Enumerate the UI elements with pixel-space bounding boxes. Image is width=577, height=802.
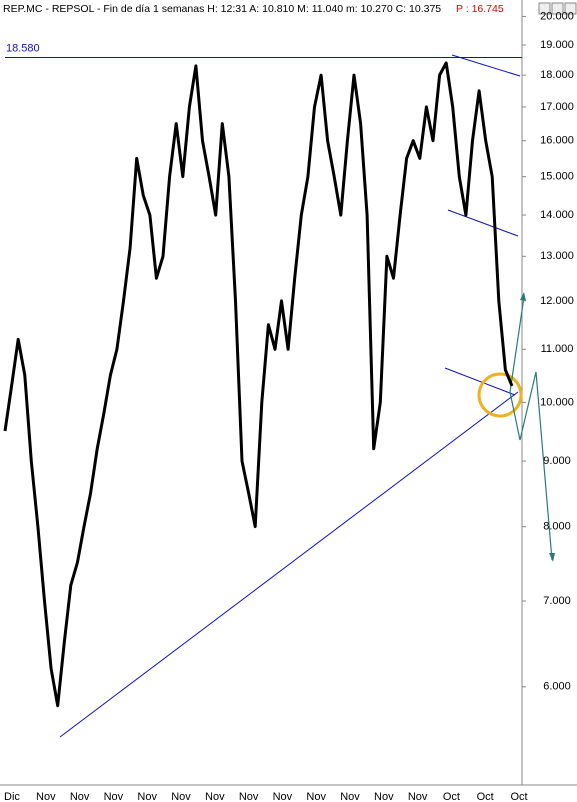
arrow — [509, 296, 525, 393]
y-tick-label: 16.000 — [540, 135, 574, 147]
price-line — [3, 61, 514, 708]
y-tick-label: 15.000 — [540, 171, 574, 183]
x-tick-label: Nov — [137, 791, 157, 802]
x-tick-label: Oct — [477, 791, 494, 802]
x-tick-label: Oct — [443, 791, 460, 802]
x-tick-label: Nov — [408, 791, 428, 802]
x-tick-label: Oct — [510, 791, 527, 802]
y-tick-label: 9.000 — [543, 455, 571, 467]
button[interactable] — [551, 2, 564, 15]
button[interactable] — [538, 2, 551, 15]
y-tick-label: 11.000 — [541, 343, 574, 355]
x-tick-label: Nov — [340, 791, 360, 802]
x-tick-label: Nov — [36, 791, 56, 802]
x-tick-label: Nov — [273, 791, 293, 802]
y-tick-label: 8.000 — [543, 521, 571, 533]
x-tick-label: Nov — [205, 791, 225, 802]
y-tick-label: 20.000 — [540, 10, 574, 22]
trend-line — [451, 54, 521, 77]
button[interactable] — [564, 2, 577, 15]
y-tick-label: 17.000 — [540, 101, 574, 113]
y-tick-label: 14.000 — [540, 209, 574, 221]
highlight-circle — [477, 372, 523, 418]
x-tick-label: Dic — [4, 791, 20, 802]
y-tick-label: 18.000 — [540, 69, 574, 81]
chart-title: REP.MC - REPSOL - Fin de día 1 semanas H… — [3, 3, 441, 15]
x-tick-label: Nov — [171, 791, 191, 802]
trend-line — [59, 391, 519, 738]
y-tick-label: 19.000 — [540, 39, 574, 51]
y-tick-label: 7.000 — [543, 595, 571, 607]
y-tick-label: 13.000 — [540, 250, 574, 262]
x-tick-label: Nov — [70, 791, 90, 802]
y-tick-label: 10.000 — [540, 396, 574, 408]
chart-subtitle: P : 16.745 — [456, 3, 504, 15]
y-tick-label: 6.000 — [543, 681, 571, 693]
x-tick-label: Nov — [239, 791, 259, 802]
x-tick-label: Nov — [374, 791, 394, 802]
resistance-label: 18.580 — [6, 42, 40, 54]
arrow — [509, 371, 553, 561]
x-tick-label: Nov — [104, 791, 124, 802]
y-tick-label: 12.000 — [540, 295, 574, 307]
trend-line — [444, 367, 516, 396]
trend-line — [447, 209, 519, 237]
x-tick-label: Nov — [306, 791, 326, 802]
